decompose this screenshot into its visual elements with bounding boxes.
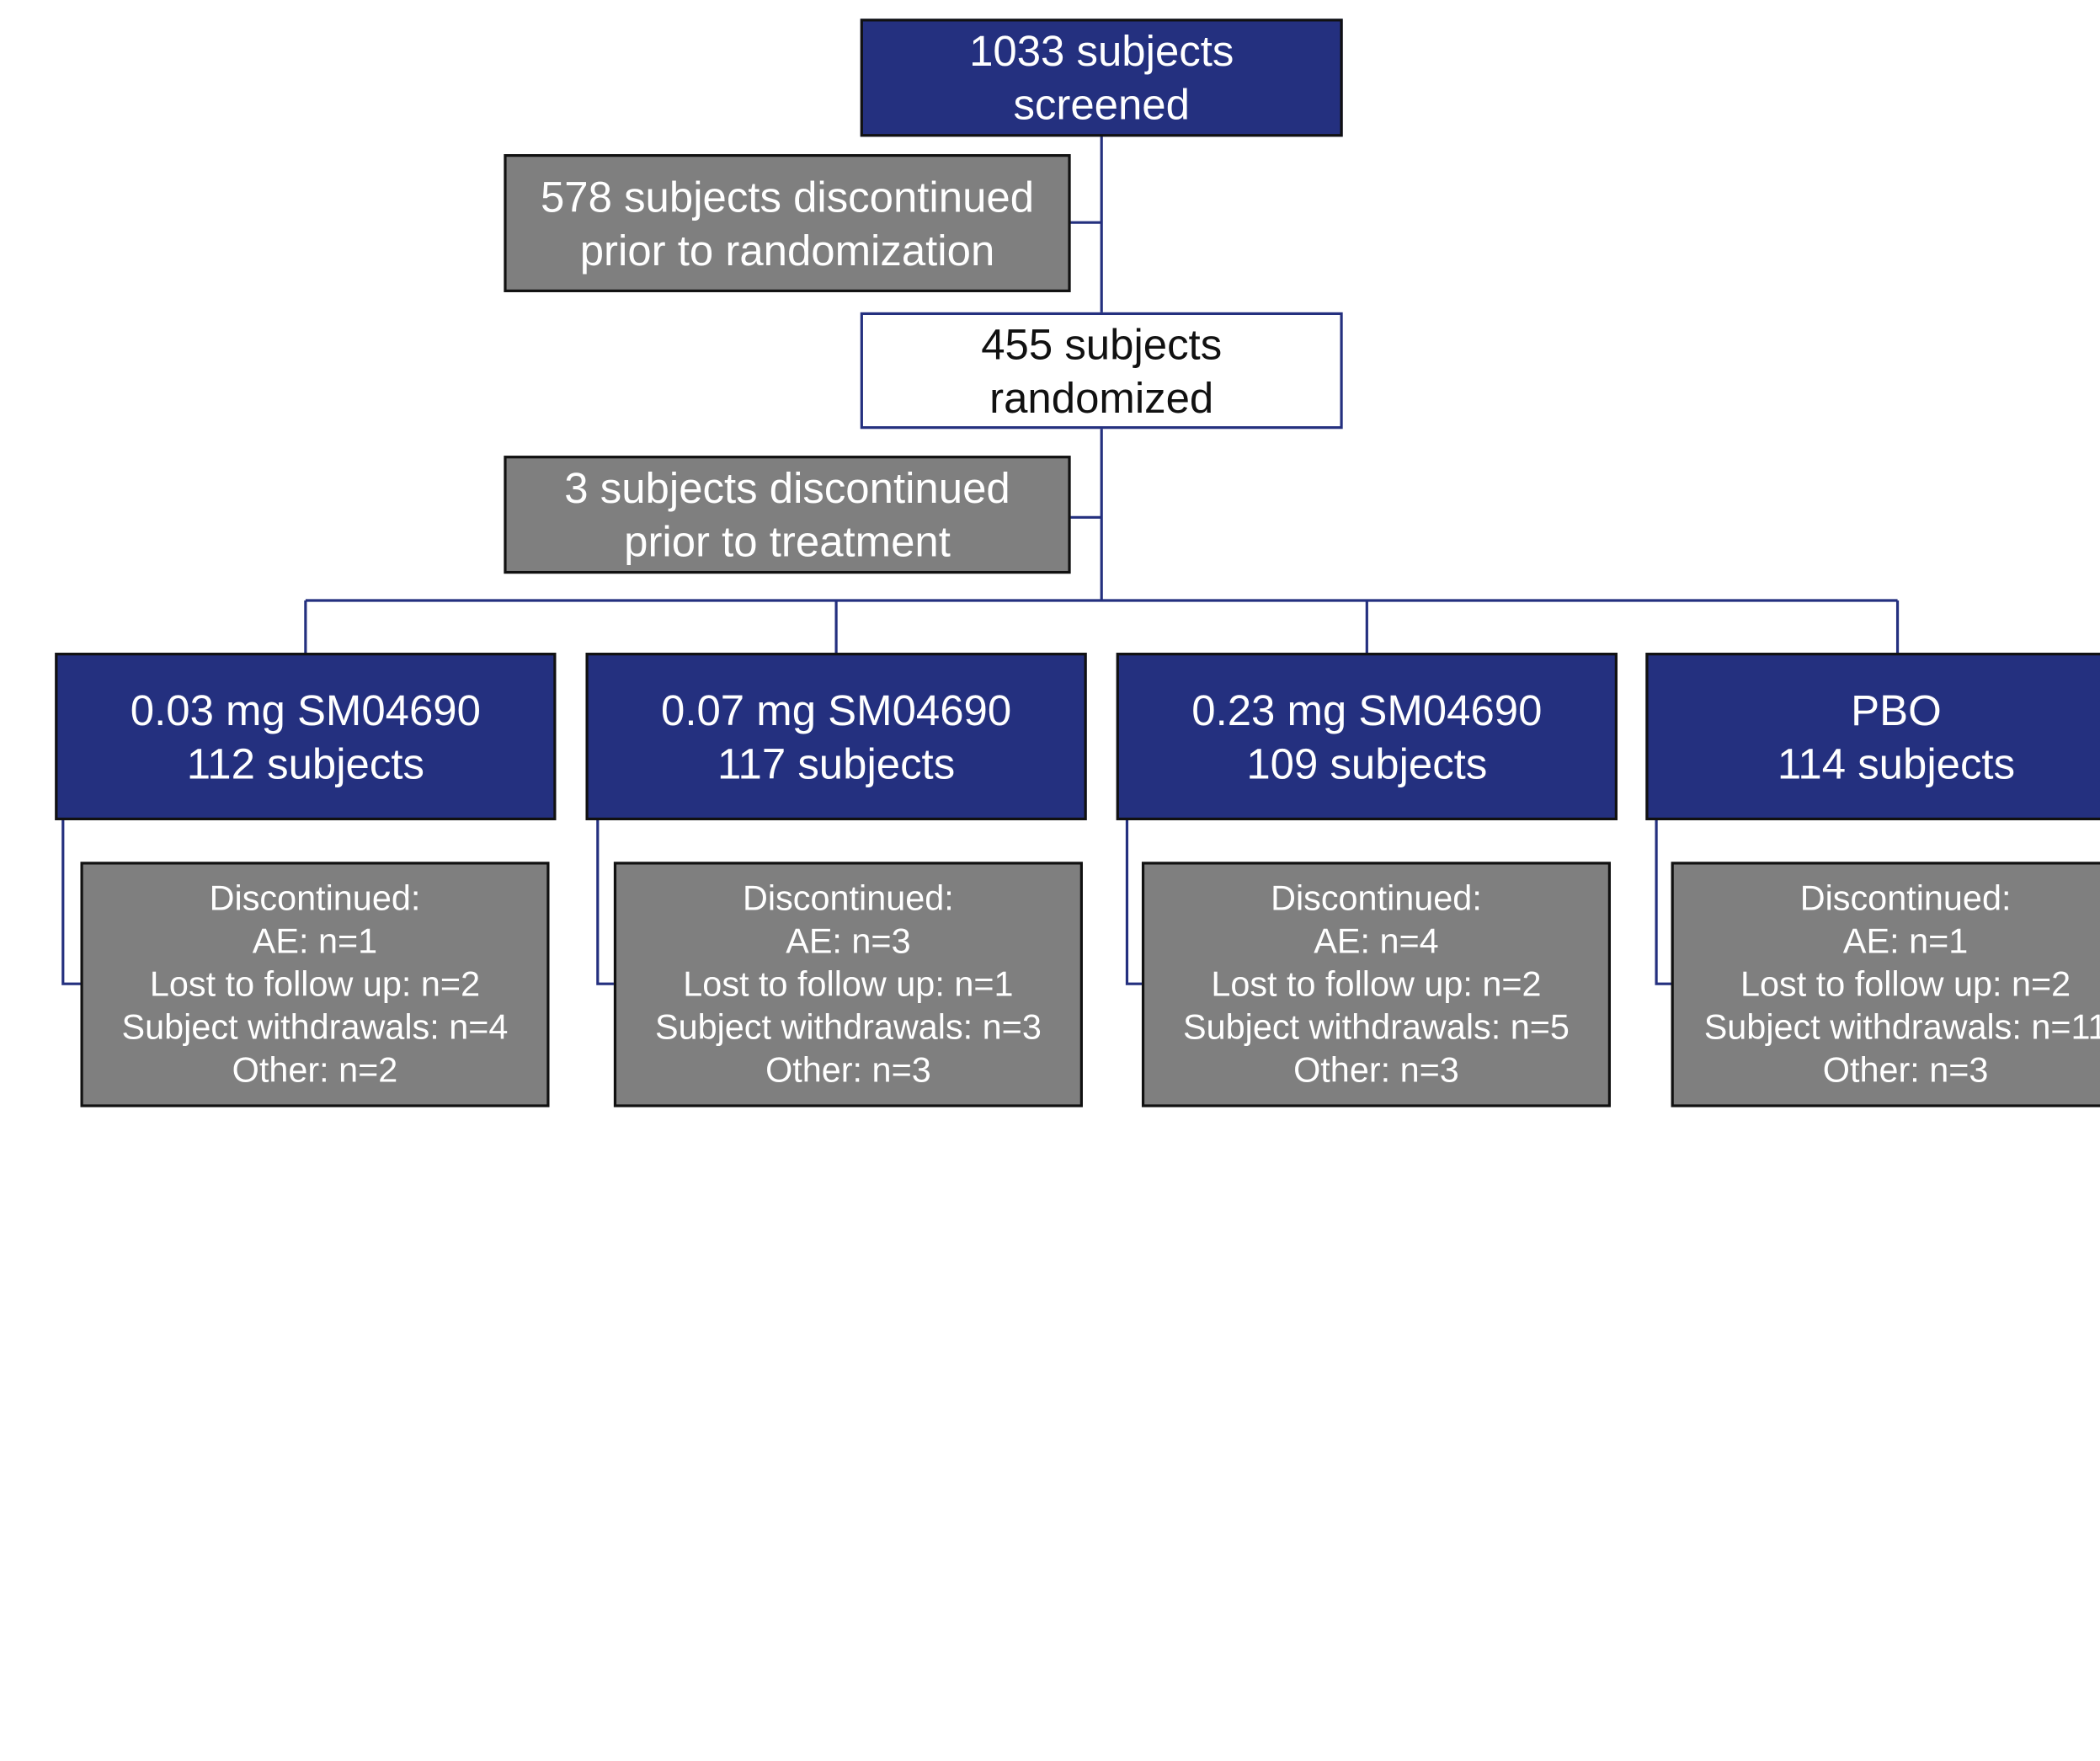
arm-box-2: 0.07 mg SM04690 117 subjects xyxy=(585,653,1087,820)
discontinued-title: Discontinued: xyxy=(743,878,954,919)
arm-box-1: 0.03 mg SM04690 112 subjects xyxy=(55,653,557,820)
discontinued-ae: AE: n=1 xyxy=(1842,921,1969,962)
arm-box-3: 0.23 mg SM04690 109 subjects xyxy=(1116,653,1618,820)
discontinued-prior-treatment-box: 3 subjects discontinued prior to treatme… xyxy=(504,456,1071,574)
discontinued-other: Other: n=3 xyxy=(765,1049,931,1090)
discontinued-withdrawals: Subject withdrawals: n=4 xyxy=(121,1006,509,1047)
randomized-box: 455 subjects randomized xyxy=(860,312,1343,430)
discontinued-other: Other: n=3 xyxy=(1822,1049,1989,1090)
connector-lines xyxy=(61,135,1900,985)
discontinued-title: Discontinued: xyxy=(209,878,421,919)
arm-subject-count: 117 subjects xyxy=(717,739,956,788)
discontinued-randomization-count: 578 subjects discontinued xyxy=(540,172,1035,221)
discontinued-withdrawals: Subject withdrawals: n=3 xyxy=(654,1006,1042,1047)
discontinued-withdrawals: Subject withdrawals: n=5 xyxy=(1183,1006,1570,1047)
discontinued-ae: AE: n=3 xyxy=(786,921,911,962)
screened-box: 1033 subjects screened xyxy=(860,19,1343,137)
connector-arm-2-discontinued xyxy=(596,819,616,985)
discontinued-treatment-count: 3 subjects discontinued xyxy=(564,463,1010,512)
discontinued-lost: Lost to follow up: n=2 xyxy=(149,963,481,1005)
discontinued-lost: Lost to follow up: n=2 xyxy=(1211,963,1542,1005)
randomized-count: 455 subjects xyxy=(981,319,1223,368)
discontinued-randomization-label: prior to randomization xyxy=(579,226,995,275)
arm-subject-count: 112 subjects xyxy=(186,739,424,788)
discontinued-prior-randomization-box: 578 subjects discontinued prior to rando… xyxy=(504,154,1071,292)
discontinued-title: Discontinued: xyxy=(1799,878,2012,919)
screened-label: screened xyxy=(1013,80,1190,129)
discontinued-lost: Lost to follow up: n=2 xyxy=(1740,963,2071,1005)
arm-1-discontinued-box: Discontinued: AE: n=1 Lost to follow up:… xyxy=(80,862,550,1107)
connector-arm-4-discontinued xyxy=(1655,819,1673,985)
discontinued-other: Other: n=2 xyxy=(232,1049,398,1090)
discontinued-title: Discontinued: xyxy=(1271,878,1482,919)
discontinued-ae: AE: n=1 xyxy=(252,921,378,962)
randomized-label: randomized xyxy=(989,373,1214,422)
arm-2-discontinued-box: Discontinued: AE: n=3 Lost to follow up:… xyxy=(613,862,1083,1107)
arm-dose-label: 0.07 mg SM04690 xyxy=(661,686,1012,734)
arm-dose-label: 0.03 mg SM04690 xyxy=(130,686,481,734)
connector-arm-1-discontinued xyxy=(61,819,83,985)
discontinued-lost: Lost to follow up: n=1 xyxy=(683,963,1014,1005)
arm-subject-count: 114 subjects xyxy=(1777,739,2016,788)
discontinued-withdrawals: Subject withdrawals: n=11 xyxy=(1703,1006,2100,1047)
discontinued-ae: AE: n=4 xyxy=(1314,921,1439,962)
discontinued-other: Other: n=3 xyxy=(1293,1049,1459,1090)
discontinued-treatment-label: prior to treatment xyxy=(624,517,951,566)
screened-count: 1033 subjects xyxy=(969,26,1234,76)
connector-arm-3-discontinued xyxy=(1125,819,1143,985)
arm-dose-label: PBO xyxy=(1851,686,1942,734)
arm-3-discontinued-box: Discontinued: AE: n=4 Lost to follow up:… xyxy=(1141,862,1611,1107)
arm-dose-label: 0.23 mg SM04690 xyxy=(1191,686,1543,734)
arm-subject-count: 109 subjects xyxy=(1246,739,1488,788)
arm-box-4: PBO 114 subjects xyxy=(1645,653,2100,820)
arm-4-discontinued-box: Discontinued: AE: n=1 Lost to follow up:… xyxy=(1671,862,2100,1107)
